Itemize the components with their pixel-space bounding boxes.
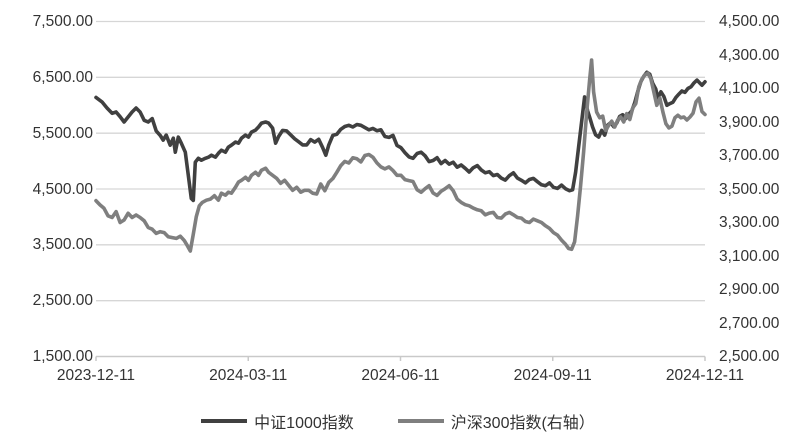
legend-label-hs300: 沪深300指数(右轴）: [450, 415, 595, 432]
y-axis-right-label: 3,700.00: [719, 147, 780, 164]
y-axis-left-label: 4,500.00: [32, 180, 93, 198]
legend-label-csi1000: 中证1000指数: [254, 415, 354, 432]
series-hs300-line: [94, 58, 707, 253]
y-axis-right-label: 3,300.00: [719, 214, 780, 231]
y-axis-left-label: 2,500.00: [32, 292, 93, 310]
y-axis-left-label: 1,500.00: [32, 348, 93, 365]
y-axis-left-label: 7,500.00: [32, 13, 93, 30]
x-axis-label: 2024-09-11: [513, 367, 592, 384]
y-axis-right-label: 2,500.00: [719, 348, 780, 365]
legend-item-hs300: 沪深300指数(右轴）: [397, 409, 595, 433]
y-axis-left-label: 6,500.00: [32, 68, 93, 86]
csi1000-line-swatch: [201, 418, 248, 424]
x-axis-label: 2023-12-11: [56, 367, 136, 384]
y-axis-right-label: 2,700.00: [719, 314, 780, 332]
y-axis-left-label: 5,500.00: [32, 124, 93, 142]
legend-item-csi1000: 中证1000指数: [201, 409, 354, 433]
hs300-line-swatch: [397, 418, 444, 424]
series-csi1000-line: [94, 70, 707, 203]
y-axis-right-label: 2,900.00: [719, 281, 780, 298]
y-axis-right-label: 4,500.00: [719, 13, 780, 30]
y-axis-right-label: 3,900.00: [719, 113, 780, 131]
x-axis-label: 2024-12-11: [665, 367, 745, 384]
y-axis-right-label: 3,500.00: [719, 180, 780, 198]
legend: 中证1000指数 沪深300指数(右轴）: [0, 409, 796, 433]
x-axis-label: 2024-03-11: [209, 367, 288, 384]
y-axis-right-label: 4,300.00: [719, 46, 780, 64]
y-axis-left-label: 3,500.00: [32, 236, 93, 254]
x-axis-label: 2024-06-11: [361, 367, 440, 384]
y-axis-right-label: 4,100.00: [719, 80, 780, 97]
y-axis-right-label: 3,100.00: [719, 247, 780, 265]
